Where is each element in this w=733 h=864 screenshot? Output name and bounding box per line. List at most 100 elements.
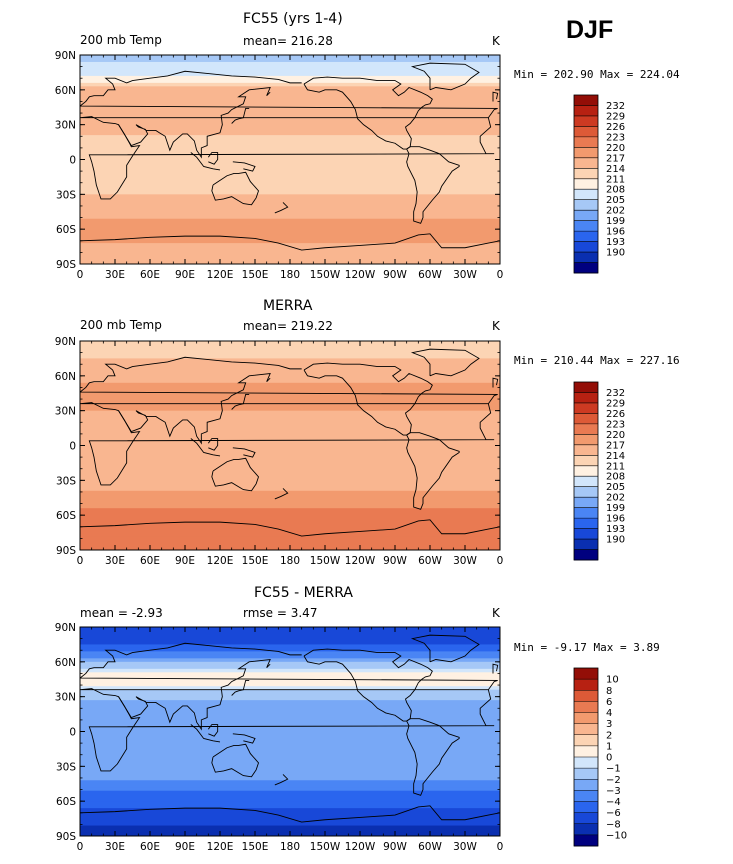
season-label: DJF [566, 16, 614, 44]
colorbar-label: 10 [606, 675, 619, 686]
rmse-label: rmse = 3.47 [243, 606, 318, 620]
field-band [80, 169, 500, 175]
x-tick-label: 60E [140, 555, 160, 567]
field-band [80, 452, 500, 457]
x-tick-label: 90W [383, 841, 407, 853]
colorbar-label: 217 [606, 440, 625, 451]
y-tick-label: 30N [55, 120, 76, 132]
colorbar-swatch [574, 768, 598, 780]
colorbar-swatch [574, 723, 598, 736]
colorbar-swatch [574, 476, 598, 488]
field-band [80, 121, 500, 126]
coastline [80, 642, 498, 690]
field-band [80, 114, 500, 119]
colorbar-swatch [574, 252, 598, 263]
x-tick-label: 60W [418, 555, 442, 567]
field-band [80, 490, 500, 495]
coastline [232, 447, 256, 458]
field-band [80, 780, 500, 785]
colorbar-swatch [574, 801, 598, 814]
field-band [80, 787, 500, 792]
colorbar-swatch [574, 392, 598, 404]
field-band [80, 473, 500, 478]
colorbar-swatch [574, 423, 598, 435]
field-band [80, 75, 500, 80]
colorbar-swatch [574, 105, 598, 117]
colorbar-swatch [574, 539, 598, 550]
x-tick-label: 0 [77, 841, 84, 853]
field-band [80, 190, 500, 195]
field-band [80, 250, 500, 255]
coastline [231, 107, 250, 124]
field-band [80, 714, 500, 719]
colorbar-label: 0 [606, 753, 612, 764]
panel-title: FC55 - MERRA [254, 585, 353, 601]
field-band [80, 783, 500, 788]
colorbar-label: 8 [606, 686, 612, 697]
x-tick-label: 30E [105, 555, 125, 567]
y-tick-label: 90S [56, 831, 76, 843]
field-band [80, 640, 500, 646]
coastline [232, 161, 256, 172]
field-band [80, 79, 500, 84]
colorbar-swatch [574, 486, 598, 498]
coastline [410, 634, 480, 663]
field-band [80, 89, 500, 94]
colorbar-swatch [574, 95, 598, 106]
field-band [80, 752, 500, 757]
field-band [80, 539, 500, 544]
field-band [80, 707, 500, 712]
field-band [80, 201, 500, 206]
field-label: 200 mb Temp [80, 318, 162, 332]
field-band [80, 762, 500, 767]
colorbar-label: 217 [606, 153, 625, 164]
x-tick-label: 120E [207, 269, 234, 281]
colorbar-label: 223 [606, 132, 625, 143]
field-band [80, 483, 500, 488]
x-tick-label: 60E [140, 269, 160, 281]
field-band [80, 672, 500, 677]
colorbar-label: 199 [606, 216, 625, 227]
field-band [80, 808, 500, 813]
field-band [80, 368, 500, 373]
coastline [80, 519, 500, 537]
colorbar-label: 193 [606, 524, 625, 535]
field-band [80, 522, 500, 527]
field-band [80, 637, 500, 642]
coastline [80, 70, 498, 118]
field-band [80, 748, 500, 753]
field-band [80, 476, 500, 481]
colorbar-swatch [574, 712, 598, 725]
colorbar-swatch [574, 241, 598, 253]
coastline [118, 86, 271, 159]
field-band [80, 776, 500, 781]
field-band [80, 755, 500, 760]
colorbar-swatch [574, 745, 598, 758]
coastline [492, 663, 499, 674]
y-tick-label: 60N [55, 371, 76, 383]
colorbar-label: 220 [606, 143, 625, 154]
y-tick-label: 30S [56, 761, 76, 773]
colorbar-swatch [574, 528, 598, 540]
field-band [80, 162, 500, 168]
field-band [80, 769, 500, 774]
colorbar-label: 6 [606, 697, 612, 708]
coastline [303, 362, 433, 436]
field-band [80, 766, 500, 771]
field-band [80, 354, 500, 360]
coastline [190, 724, 221, 743]
field-band [80, 208, 500, 213]
field-band [80, 745, 500, 750]
colorbar-label: 205 [606, 482, 625, 493]
field-band [80, 818, 500, 823]
colorbar-label: 211 [606, 461, 625, 472]
x-tick-label: 90E [175, 555, 195, 567]
field-band [80, 218, 500, 223]
x-tick-label: 150W [310, 555, 341, 567]
panel-title: FC55 (yrs 1-4) [243, 11, 343, 27]
field-band [80, 180, 500, 185]
field-band [80, 825, 500, 830]
field-band [80, 173, 500, 178]
x-tick-label: 120W [345, 555, 376, 567]
